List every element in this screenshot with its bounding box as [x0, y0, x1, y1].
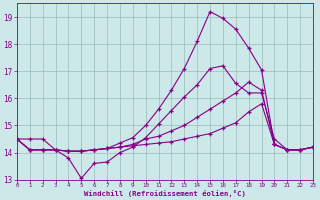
X-axis label: Windchill (Refroidissement éolien,°C): Windchill (Refroidissement éolien,°C): [84, 190, 246, 197]
